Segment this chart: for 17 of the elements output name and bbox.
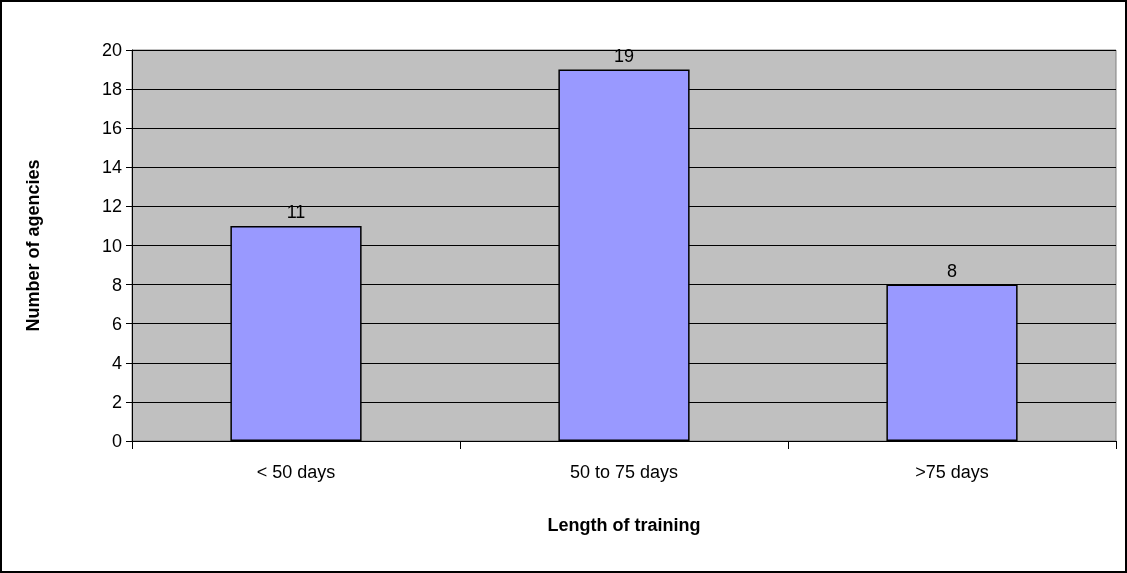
y-tick-label: 14 — [101, 157, 122, 178]
x-axis-title: Length of training — [547, 515, 701, 535]
x-tick-label: >75 days — [915, 462, 989, 482]
y-tick-label: 0 — [111, 431, 122, 451]
y-tick-label: 12 — [101, 196, 122, 217]
data-label: 8 — [946, 260, 958, 281]
y-tick-label: 2 — [111, 391, 122, 412]
x-tick-label: < 50 days — [256, 462, 336, 482]
y-axis-title: Number of agencies — [23, 159, 43, 332]
y-tick-label: 8 — [111, 274, 122, 295]
y-tick-label: 18 — [101, 79, 122, 100]
y-tick-label: 10 — [101, 235, 122, 256]
y-tick-label: 6 — [111, 313, 122, 334]
y-tick-label: 16 — [101, 118, 122, 139]
y-tick-label: 4 — [111, 352, 122, 373]
x-tick-label: 50 to 75 days — [569, 462, 679, 482]
y-tick-label: 20 — [101, 40, 122, 60]
